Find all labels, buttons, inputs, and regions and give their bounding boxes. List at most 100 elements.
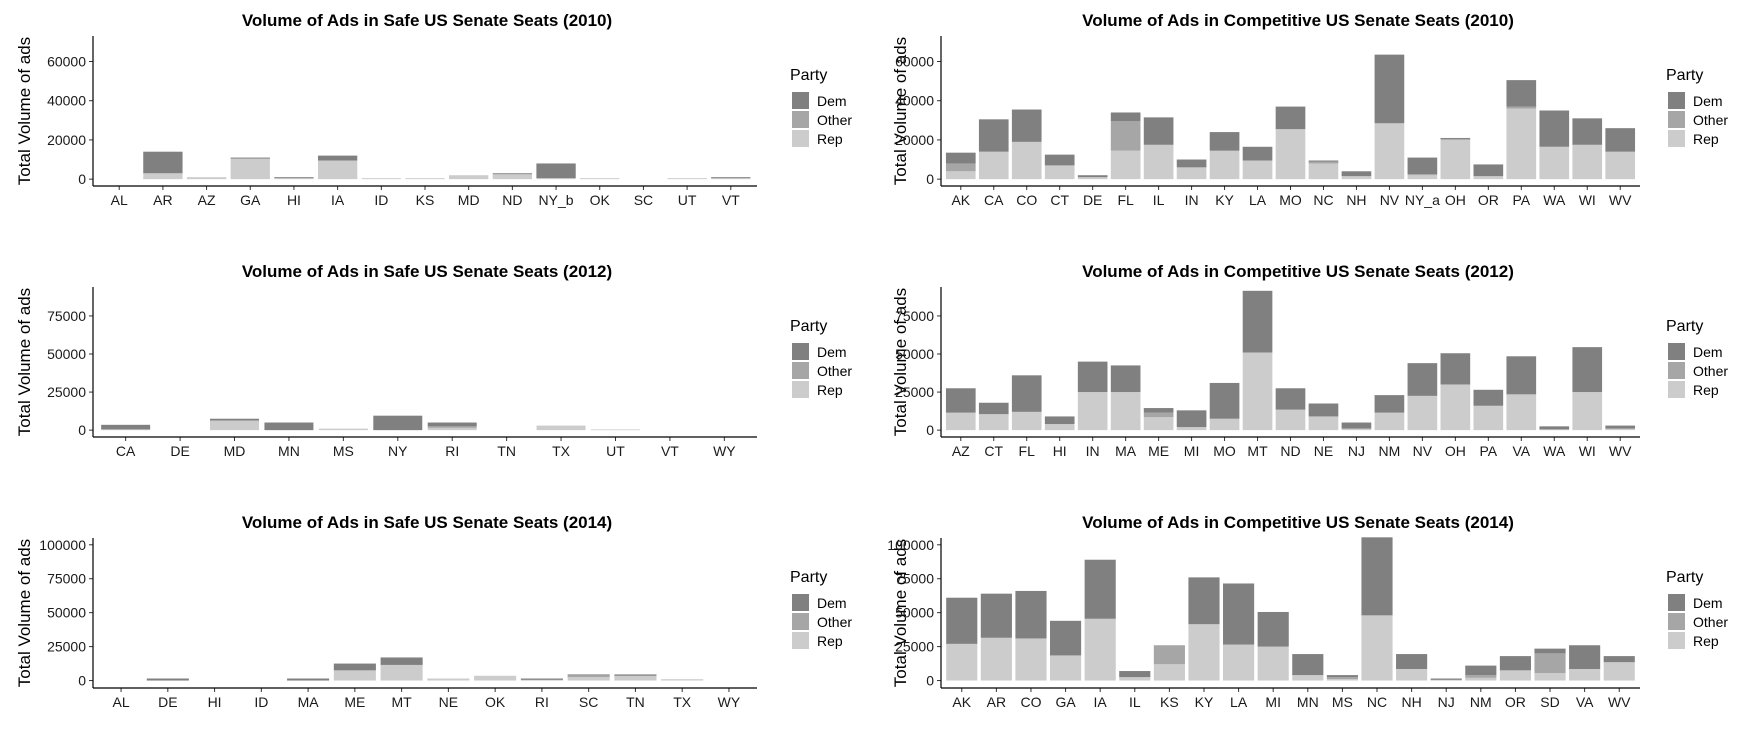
bar-NM-rep	[1374, 412, 1405, 431]
bar-NY-dem	[373, 415, 423, 431]
legend-key-dem	[1668, 594, 1685, 611]
x-tick-label: NH	[1346, 192, 1366, 208]
bar-VT-dem	[711, 177, 751, 179]
x-tick-label: MN	[1297, 694, 1319, 710]
x-tick-label: LA	[1230, 694, 1248, 710]
chart-panel-4: Volume of Ads in Competitive US Senate S…	[891, 262, 1728, 459]
bar-WI-rep	[1572, 144, 1603, 180]
bar-AK-dem	[945, 152, 976, 164]
bar-MA-dem	[287, 678, 330, 681]
y-tick-label: 75000	[895, 571, 934, 587]
bar-WV-rep	[1603, 662, 1635, 681]
bar-OK-rep	[474, 675, 517, 681]
y-tick-label: 50000	[895, 346, 934, 362]
bar-ND-dem	[1275, 388, 1306, 410]
bar-AR-rep	[143, 173, 183, 180]
x-tick-label: WA	[1543, 443, 1566, 459]
bar-MD-rep	[210, 421, 259, 431]
bar-OH-dem	[1440, 137, 1471, 139]
x-tick-label: MN	[278, 443, 300, 459]
x-tick-label: KY	[1215, 192, 1234, 208]
x-tick-label: IN	[1185, 192, 1199, 208]
y-axis-label: Total Volume of ads	[891, 539, 910, 687]
x-tick-label: ID	[254, 694, 268, 710]
bar-NJ-dem	[1430, 678, 1462, 680]
bar-NC-dem	[1361, 537, 1393, 616]
bar-NM-other	[1465, 675, 1497, 678]
bar-HI-rep	[1044, 424, 1075, 431]
bar-NH-rep	[1341, 176, 1372, 180]
x-tick-label: CA	[984, 192, 1004, 208]
legend-label-other: Other	[817, 363, 852, 379]
bar-DE-rep	[1077, 177, 1108, 180]
bar-RI-rep	[427, 427, 477, 431]
bar-MA-dem	[1110, 365, 1141, 393]
x-tick-label: UT	[606, 443, 625, 459]
bar-NM-dem	[1465, 665, 1497, 676]
bar-WI-dem	[1572, 347, 1603, 393]
x-tick-label: NC	[1367, 694, 1387, 710]
bar-CA-rep	[101, 429, 151, 431]
bar-CO-rep	[1011, 141, 1042, 180]
y-tick-label: 25000	[895, 384, 934, 400]
legend-label-dem: Dem	[817, 344, 847, 360]
x-tick-label: LA	[1249, 192, 1267, 208]
x-tick-label: AR	[153, 192, 172, 208]
x-tick-label: AR	[987, 694, 1006, 710]
x-tick-label: MI	[1184, 443, 1200, 459]
bar-MO-rep	[1209, 418, 1240, 431]
bar-CA-dem	[978, 119, 1009, 152]
bar-NC-dem	[1308, 160, 1339, 162]
y-tick-label: 60000	[47, 53, 86, 69]
bar-OR-rep	[1499, 670, 1531, 681]
x-tick-label: AL	[111, 192, 128, 208]
bar-NJ-dem	[1341, 422, 1372, 429]
x-tick-label: TN	[626, 694, 645, 710]
bar-OR-dem	[1499, 656, 1531, 671]
bar-MA-rep	[1110, 392, 1141, 431]
bar-CT-rep	[1044, 165, 1075, 180]
bar-WI-rep	[1572, 392, 1603, 431]
bar-ME-rep	[333, 670, 376, 681]
chart-panel-5: Volume of Ads in Safe US Senate Seats (2…	[15, 513, 852, 710]
bar-GA-dem	[230, 157, 270, 159]
x-tick-label: MD	[458, 192, 480, 208]
x-tick-label: NV	[1413, 443, 1433, 459]
bar-GA-rep	[230, 158, 270, 180]
x-tick-label: NY	[388, 443, 408, 459]
y-tick-label: 0	[926, 422, 934, 438]
bar-LA-dem	[1223, 583, 1255, 645]
x-tick-label: WV	[1609, 443, 1632, 459]
legend-label-other: Other	[817, 614, 852, 630]
bar-WI-dem	[1572, 118, 1603, 145]
y-tick-label: 0	[78, 422, 86, 438]
bar-NJ-rep	[1430, 679, 1462, 681]
bar-FL-dem	[1110, 112, 1141, 122]
x-tick-label: WV	[1608, 694, 1631, 710]
y-tick-label: 75000	[895, 308, 934, 324]
x-tick-label: ND	[502, 192, 522, 208]
legend-label-rep: Rep	[817, 633, 843, 649]
x-tick-label: WY	[718, 694, 741, 710]
legend-key-rep	[792, 381, 809, 398]
y-axis-label: Total Volume of ads	[15, 288, 34, 436]
x-tick-label: OR	[1505, 694, 1526, 710]
legend-key-dem	[792, 594, 809, 611]
bar-MS-rep	[318, 428, 368, 431]
x-tick-label: OK	[590, 192, 611, 208]
x-tick-label: KS	[416, 192, 435, 208]
y-tick-label: 50000	[47, 605, 86, 621]
legend-label-other: Other	[1693, 112, 1728, 128]
bar-OH-other	[1440, 138, 1471, 140]
y-tick-label: 0	[926, 171, 934, 187]
chart-panel-2: Volume of Ads in Competitive US Senate S…	[891, 11, 1728, 208]
legend-title: Party	[1666, 67, 1703, 84]
bar-PA-other	[1506, 106, 1537, 109]
legend-key-dem	[1668, 92, 1685, 109]
bar-PA-rep	[1473, 405, 1504, 431]
bar-MI-dem	[1257, 611, 1289, 647]
bar-OH-rep	[1440, 139, 1471, 180]
bar-MO-rep	[1275, 129, 1306, 180]
bar-NY_b-dem	[536, 163, 576, 179]
